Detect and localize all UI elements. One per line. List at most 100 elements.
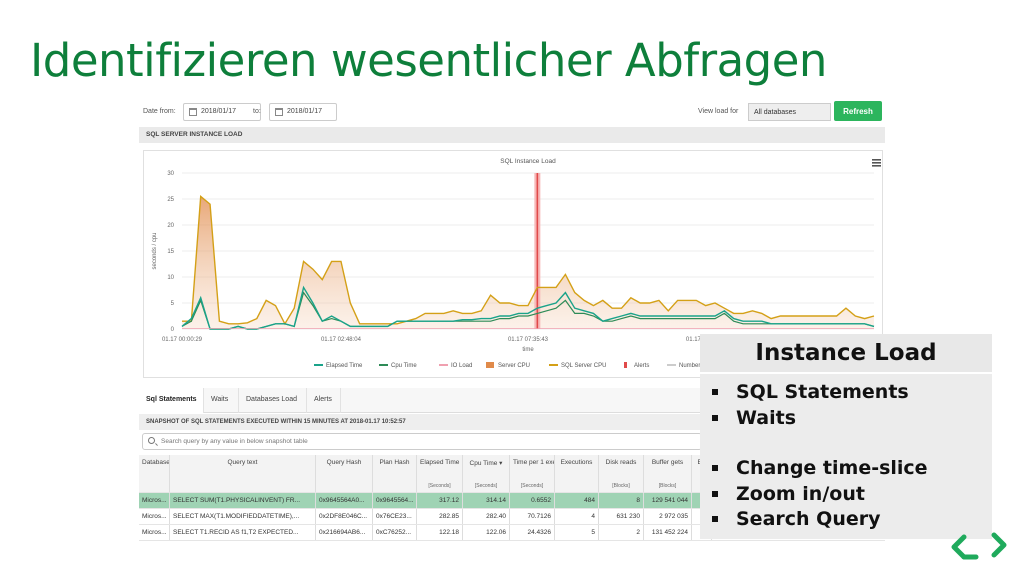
table-cell: 317.12 — [417, 493, 463, 508]
brand-logo-icon — [951, 532, 1007, 560]
snapshot-title: SNAPSHOT OF SQL STATEMENTS EXECUTED WITH… — [139, 414, 885, 430]
callout-item: SQL Statements — [708, 381, 988, 407]
table-cell: SELECT MAX(T1.MODIFIEDDATETIME),... — [170, 509, 316, 524]
table-cell: 70.7126 — [510, 509, 555, 524]
column-header[interactable]: Buffer gets [Blocks] — [644, 455, 692, 492]
table-cell: SELECT T1.RECID AS f1,T2 EXPECTED... — [170, 525, 316, 540]
callout-item: Search Query — [708, 508, 988, 534]
table-cell: 122.18 — [417, 525, 463, 540]
table-cell: 122.06 — [463, 525, 510, 540]
column-header[interactable]: Time per 1 exec [Seconds] — [510, 455, 555, 492]
table-cell: 0xC76252... — [373, 525, 417, 540]
table-cell: 0x9645564A0... — [316, 493, 373, 508]
legend-label: Server CPU — [498, 363, 530, 369]
y-tick-label: 15 — [167, 249, 174, 255]
x-axis-label: time — [522, 347, 534, 353]
column-header[interactable]: Executions — [555, 455, 599, 492]
callout-item: Change time-slice — [708, 457, 988, 483]
date-from-label: Date from: — [143, 108, 176, 115]
table-cell: 282.85 — [417, 509, 463, 524]
table-cell: 24.4326 — [510, 525, 555, 540]
table-cell: 129 541 044 — [644, 493, 692, 508]
tab-databases-load[interactable]: Databases Load — [239, 388, 307, 413]
y-tick-label: 0 — [171, 327, 175, 333]
table-row[interactable]: Micros... SELECT MAX(T1.MODIFIEDDATETIME)… — [139, 509, 885, 525]
calendar-icon[interactable] — [275, 108, 283, 116]
column-header[interactable]: Query Hash — [316, 455, 373, 492]
date-to-field[interactable]: 2018/01/17 — [269, 103, 337, 121]
column-header[interactable]: Cpu Time ▾ [Seconds] — [463, 455, 510, 492]
column-header[interactable]: Database — [139, 455, 170, 492]
menu-icon — [872, 165, 881, 167]
column-header[interactable]: Plan Hash — [373, 455, 417, 492]
column-unit: [Blocks] — [658, 483, 677, 489]
legend-swatch — [624, 362, 627, 368]
tab-alerts[interactable]: Alerts — [307, 388, 341, 413]
menu-icon — [872, 159, 881, 161]
menu-icon — [872, 162, 881, 164]
date-from-field[interactable]: 2018/01/17 — [183, 103, 261, 121]
date-to-value: 2018/01/17 — [287, 108, 323, 115]
database-select[interactable]: All databases — [748, 103, 831, 121]
callout-list: SQL Statements Waits Change time-slice Z… — [708, 381, 988, 534]
legend-label: SQL Server CPU — [561, 363, 606, 369]
table-cell: Micros... — [139, 509, 170, 524]
table-cell: 131 452 224 — [644, 525, 692, 540]
table-cell: 8 — [599, 493, 644, 508]
table-cell: 0x9645564... — [373, 493, 417, 508]
y-tick-label: 30 — [167, 171, 174, 177]
chart-svg[interactable]: 0 5 10 15 20 25 30 seconds / cpu SQL Instance Lo… — [144, 151, 884, 379]
legend-swatch — [486, 362, 494, 368]
column-header[interactable]: Query text — [170, 455, 316, 492]
column-unit: [Seconds] — [520, 483, 544, 489]
legend-label: IO Load — [451, 363, 472, 369]
search-input[interactable]: Search query by any value in below snaps… — [142, 433, 702, 450]
callout-item: Zoom in/out — [708, 483, 988, 509]
table-cell: 4 — [555, 509, 599, 524]
y-tick-label: 25 — [167, 197, 174, 203]
table-cell: 2 — [599, 525, 644, 540]
column-unit: [Seconds] — [428, 483, 451, 489]
search-placeholder: Search query by any value in below snaps… — [161, 438, 308, 445]
table-cell: 282.40 — [463, 509, 510, 524]
app-screenshot: Date from: 2018/01/17 to: 2018/01/17 Vie… — [139, 98, 885, 544]
y-tick-label: 20 — [167, 223, 174, 229]
y-tick-label: 5 — [171, 301, 175, 307]
instance-load-callout: Instance Load SQL Statements Waits Chang… — [700, 334, 992, 539]
section-title: SQL SERVER INSTANCE LOAD — [139, 127, 885, 143]
table-cell: 484 — [555, 493, 599, 508]
date-to-label: to: — [253, 108, 261, 115]
table-cell: 0x216694AB6... — [316, 525, 373, 540]
callout-heading: Instance Load — [700, 334, 992, 374]
x-tick-label: 01.17 02:48:04 — [321, 337, 362, 343]
table-cell: 0.6552 — [510, 493, 555, 508]
table-cell: 0x2DF8E046C... — [316, 509, 373, 524]
elapsed-time-line — [181, 285, 875, 330]
table-cell: 0x76CE23... — [373, 509, 417, 524]
view-load-label: View load for — [698, 108, 739, 115]
date-from-value: 2018/01/17 — [201, 108, 237, 115]
x-tick-label: 01.17 00:00:29 — [162, 337, 203, 343]
table-cell: 631 230 — [599, 509, 644, 524]
legend-label: Elapsed Time — [326, 363, 363, 369]
x-tick-label: 01.17 07:35:43 — [508, 337, 549, 343]
server-cpu-area — [182, 196, 874, 329]
table-row[interactable]: Micros... SELECT SUM(T1.PHYSICALINVENT) F… — [139, 493, 885, 509]
legend-label: Cpu Time — [391, 363, 417, 369]
table-cell: Micros... — [139, 525, 170, 540]
column-unit: [Seconds] — [474, 483, 498, 489]
column-header[interactable]: Disk reads [Blocks] — [599, 455, 644, 492]
calendar-icon[interactable] — [189, 108, 197, 116]
table-cell: 5 — [555, 525, 599, 540]
chart-title: SQL Instance Load — [500, 158, 556, 165]
table-cell: 2 972 035 — [644, 509, 692, 524]
refresh-button[interactable]: Refresh — [834, 101, 882, 121]
search-icon — [148, 437, 155, 444]
tab-sql-statements[interactable]: Sql Statements — [139, 388, 204, 413]
tab-waits[interactable]: Waits — [204, 388, 239, 413]
table-row[interactable]: Micros... SELECT T1.RECID AS f1,T2 EXPECT… — [139, 525, 885, 541]
slide-title: Identifizieren wesentlicher Abfragen — [30, 34, 827, 87]
column-header[interactable]: Elapsed Time [Seconds] — [417, 455, 463, 492]
table-cell: Micros... — [139, 493, 170, 508]
